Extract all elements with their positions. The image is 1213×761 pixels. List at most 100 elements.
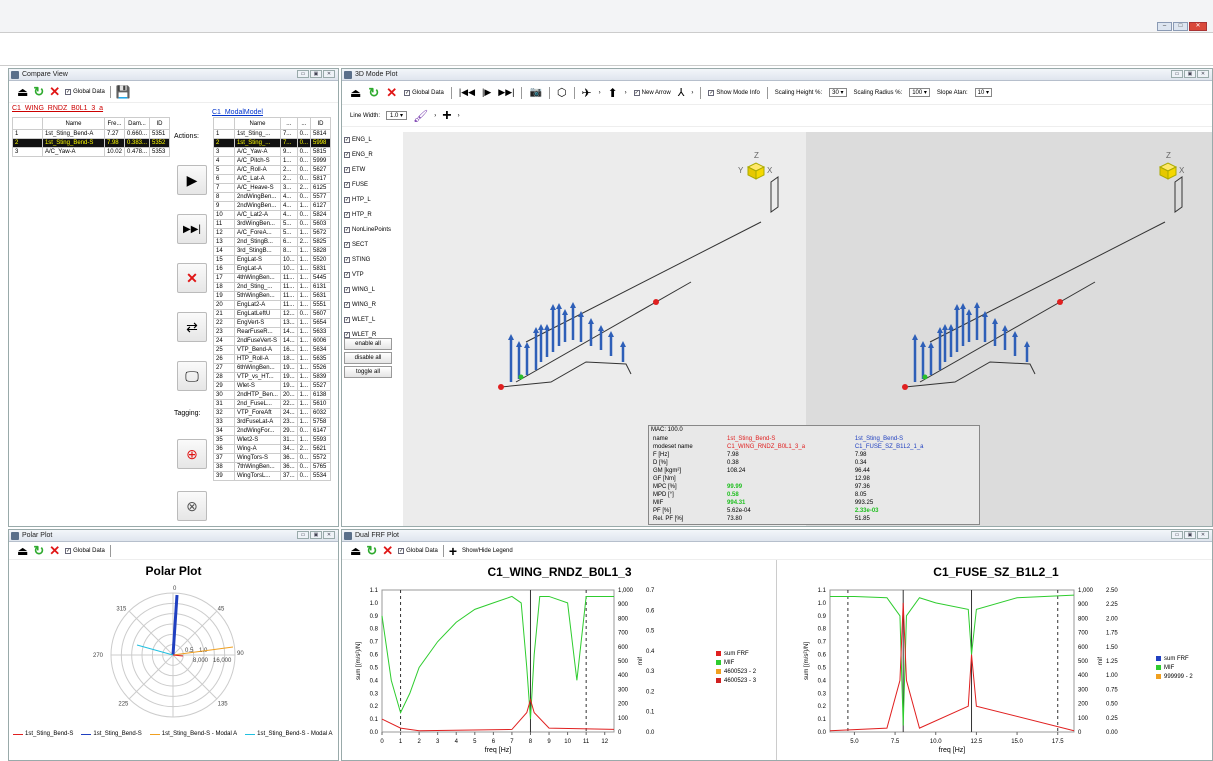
component-checkbox-eng_r[interactable]: ✓ ENG_R (344, 147, 400, 162)
frf-right-chart[interactable]: 0.0 0.1 0.2 0.3 0.4 0.5 0.6 0.7 0.8 0.9 1.0 1.1 0 100… (778, 580, 1212, 760)
panel-close-button[interactable]: ✕ (323, 70, 335, 78)
panel-close-button[interactable]: ✕ (323, 531, 335, 539)
panel-minimize-button[interactable]: ▭ (1171, 70, 1183, 78)
swap-button[interactable]: ⇄ (177, 312, 207, 342)
table-row[interactable]: 39 WingTorsL... 37... 0... 5534 (213, 471, 331, 481)
refresh-icon[interactable]: ↻ (368, 84, 380, 100)
global-data-checkbox[interactable]: ✓ Global Data (398, 547, 438, 554)
component-checkbox-vtp[interactable]: ✓ VTP (344, 267, 400, 282)
chevron-right-icon[interactable]: › (624, 89, 627, 96)
component-checkbox-wlet_l[interactable]: ✓ WLET_L (344, 312, 400, 327)
monitor-button[interactable]: 🖵 (177, 361, 207, 391)
component-checkbox-sect[interactable]: ✓ SECT (344, 237, 400, 252)
add-tag-button[interactable]: ⊕ (177, 439, 207, 469)
table-row[interactable]: 18 2nd_Sting_... 11... 1... 6131 (213, 282, 331, 292)
minimize-button[interactable]: – (1157, 22, 1172, 31)
table-row[interactable]: 21 EngLatLeftU 12... 0... 5607 (213, 309, 331, 319)
component-checkbox-wing_l[interactable]: ✓ WING_L (344, 282, 400, 297)
column-header[interactable]: ID (310, 117, 331, 130)
component-checkbox-htp_r[interactable]: ✓ HTP_R (344, 207, 400, 222)
arrow-up-icon[interactable]: ⬆ (607, 85, 618, 100)
table-row[interactable]: 14 3rd_StingB... 8... 1... 5828 (213, 246, 331, 256)
table-row[interactable]: 20 EngLat2-A 11... 1... 5551 (213, 300, 331, 310)
panel-close-button[interactable]: ✕ (1197, 70, 1209, 78)
skip-back-icon[interactable]: |◀◀ (458, 87, 476, 97)
table-row[interactable]: 26 HTP_Roll-A 18... 1... 5635 (213, 354, 331, 364)
play-icon[interactable]: |▶ (482, 87, 492, 97)
delete-icon[interactable]: ✕ (386, 84, 398, 100)
eject-icon[interactable]: ⏏ (17, 543, 29, 558)
legend-item[interactable]: 1st_Sting_Bend-S - Modal A (149, 731, 237, 737)
cube-icon[interactable]: ⬡ (556, 87, 567, 99)
panel-minimize-button[interactable]: ▭ (297, 70, 309, 78)
component-checkbox-nonlinepoints[interactable]: ✓ NonLinePoints (344, 222, 400, 237)
remove-tag-button[interactable]: ⊗ (177, 491, 207, 521)
axes-icon[interactable]: ⅄ (677, 87, 685, 99)
transfer-button[interactable]: ▶ (177, 165, 207, 195)
table-row[interactable]: 10 A/C_Lat2-A 4... 0... 5824 (213, 210, 331, 220)
table-row[interactable]: 8 2ndWingBen... 4... 0... 5577 (213, 192, 331, 202)
panel-minimize-button[interactable]: ▭ (1171, 531, 1183, 539)
column-header[interactable]: Name (233, 117, 281, 130)
table-row[interactable]: 34 2ndWingFor... 29... 0... 6147 (213, 426, 331, 436)
legend-item[interactable]: 1st_Sting_Bend-S (13, 731, 73, 737)
table-row[interactable]: 11 3rdWingBen... 5... 0... 5603 (213, 219, 331, 229)
table-row[interactable]: 1 1st_Sting_Bend-A 7.27 0.660... 5351 (12, 129, 170, 139)
frf-left-chart[interactable]: 0.00.10.20.30.40.50.60.70.80.91.01.10100… (342, 580, 776, 760)
panel-restore-button[interactable]: ▣ (310, 531, 322, 539)
panel-close-button[interactable]: ✕ (1197, 531, 1209, 539)
panel-restore-button[interactable]: ▣ (1184, 531, 1196, 539)
eject-icon[interactable]: ⏏ (350, 85, 362, 100)
component-checkbox-wlet_r[interactable]: ✓ WLET_R (344, 327, 400, 342)
disable-all-button[interactable]: disable all (344, 352, 392, 364)
component-checkbox-fuse[interactable]: ✓ FUSE (344, 177, 400, 192)
table-row[interactable]: 2 1st_Sting_Bend-S 7.98 0.383... 5352 (12, 138, 170, 148)
table-row[interactable]: 35 Wlet2-S 31... 1... 5593 (213, 435, 331, 445)
component-checkbox-wing_r[interactable]: ✓ WING_R (344, 297, 400, 312)
table-row[interactable]: 12 A/C_ForeA... 5... 1... 5672 (213, 228, 331, 238)
scaling-height-select[interactable]: 30 ▾ (829, 88, 847, 97)
column-header[interactable]: ... (279, 117, 298, 130)
global-data-checkbox[interactable]: ✓ Global Data (65, 88, 105, 95)
table-row[interactable]: 5 A/C_Roll-A 2... 0... 5627 (213, 165, 331, 175)
paint-brush-icon[interactable]: 🖌 (413, 108, 429, 123)
legend-item[interactable]: 1st_Sting_Bend-S - Modal A (245, 731, 333, 737)
toggle-all-button[interactable]: toggle all (344, 366, 392, 378)
delete-icon[interactable]: ✕ (49, 83, 61, 99)
refresh-icon[interactable]: ↻ (33, 83, 45, 99)
panel-restore-button[interactable]: ▣ (310, 70, 322, 78)
panel-restore-button[interactable]: ▣ (1184, 70, 1196, 78)
table-row[interactable]: 4 A/C_Pitch-S 1... 0... 5999 (213, 156, 331, 166)
component-checkbox-eng_l[interactable]: ✓ ENG_L (344, 132, 400, 147)
table-row[interactable]: 36 Wing-A 34... 2... 5621 (213, 444, 331, 454)
skip-forward-icon[interactable]: ▶▶| (498, 87, 515, 97)
refresh-icon[interactable]: ↻ (33, 542, 45, 558)
line-width-select[interactable]: 1.0 ▾ (386, 111, 408, 120)
chevron-right-icon[interactable]: › (598, 89, 601, 96)
table-row[interactable]: 25 VTP_Bend-A 16... 1... 5634 (213, 345, 331, 355)
panel-minimize-button[interactable]: ▭ (297, 531, 309, 539)
delete-icon[interactable]: ✕ (382, 542, 394, 558)
table-row[interactable]: 23 RearFuseR... 14... 1... 5633 (213, 327, 331, 337)
table-row[interactable]: 32 VTP_ForeAft 24... 1... 6032 (213, 408, 331, 418)
add-icon[interactable]: + (448, 542, 458, 559)
table-row[interactable]: 13 2nd_StingB... 6... 2... 5825 (213, 237, 331, 247)
enable-all-button[interactable]: enable all (344, 338, 392, 350)
table-row[interactable]: 6 A/C_Lat-A 2... 0... 5817 (213, 174, 331, 184)
table-row[interactable]: 17 4thWingBen... 11... 1... 5445 (213, 273, 331, 283)
table-row[interactable]: 29 Wlet-S 19... 1... 5527 (213, 381, 331, 391)
slope-select[interactable]: 10 ▾ (974, 88, 992, 97)
table-row[interactable]: 2 1st_Sting_... 7... 0... 5998 (213, 138, 331, 148)
camera-icon[interactable]: 📷 (529, 87, 542, 98)
eject-icon[interactable]: ⏏ (17, 84, 29, 99)
table-row[interactable]: 27 6thWingBen... 19... 1... 5526 (213, 363, 331, 373)
add-icon[interactable]: + (442, 106, 452, 124)
global-data-checkbox[interactable]: ✓ Global Data (404, 89, 444, 96)
eject-icon[interactable]: ⏏ (350, 543, 362, 558)
table-row[interactable]: 31 2nd_FuseL... 22... 1... 5610 (213, 399, 331, 409)
table-row[interactable]: 3 A/C_Yaw-A 10.02 0.478... 5353 (12, 147, 170, 157)
new-arrow-checkbox[interactable]: ✓ New Arrow (633, 89, 671, 96)
table-row[interactable]: 15 EngLat-S 10... 1... 5520 (213, 255, 331, 265)
table-row[interactable]: 19 5thWingBen... 11... 1... 5631 (213, 291, 331, 301)
